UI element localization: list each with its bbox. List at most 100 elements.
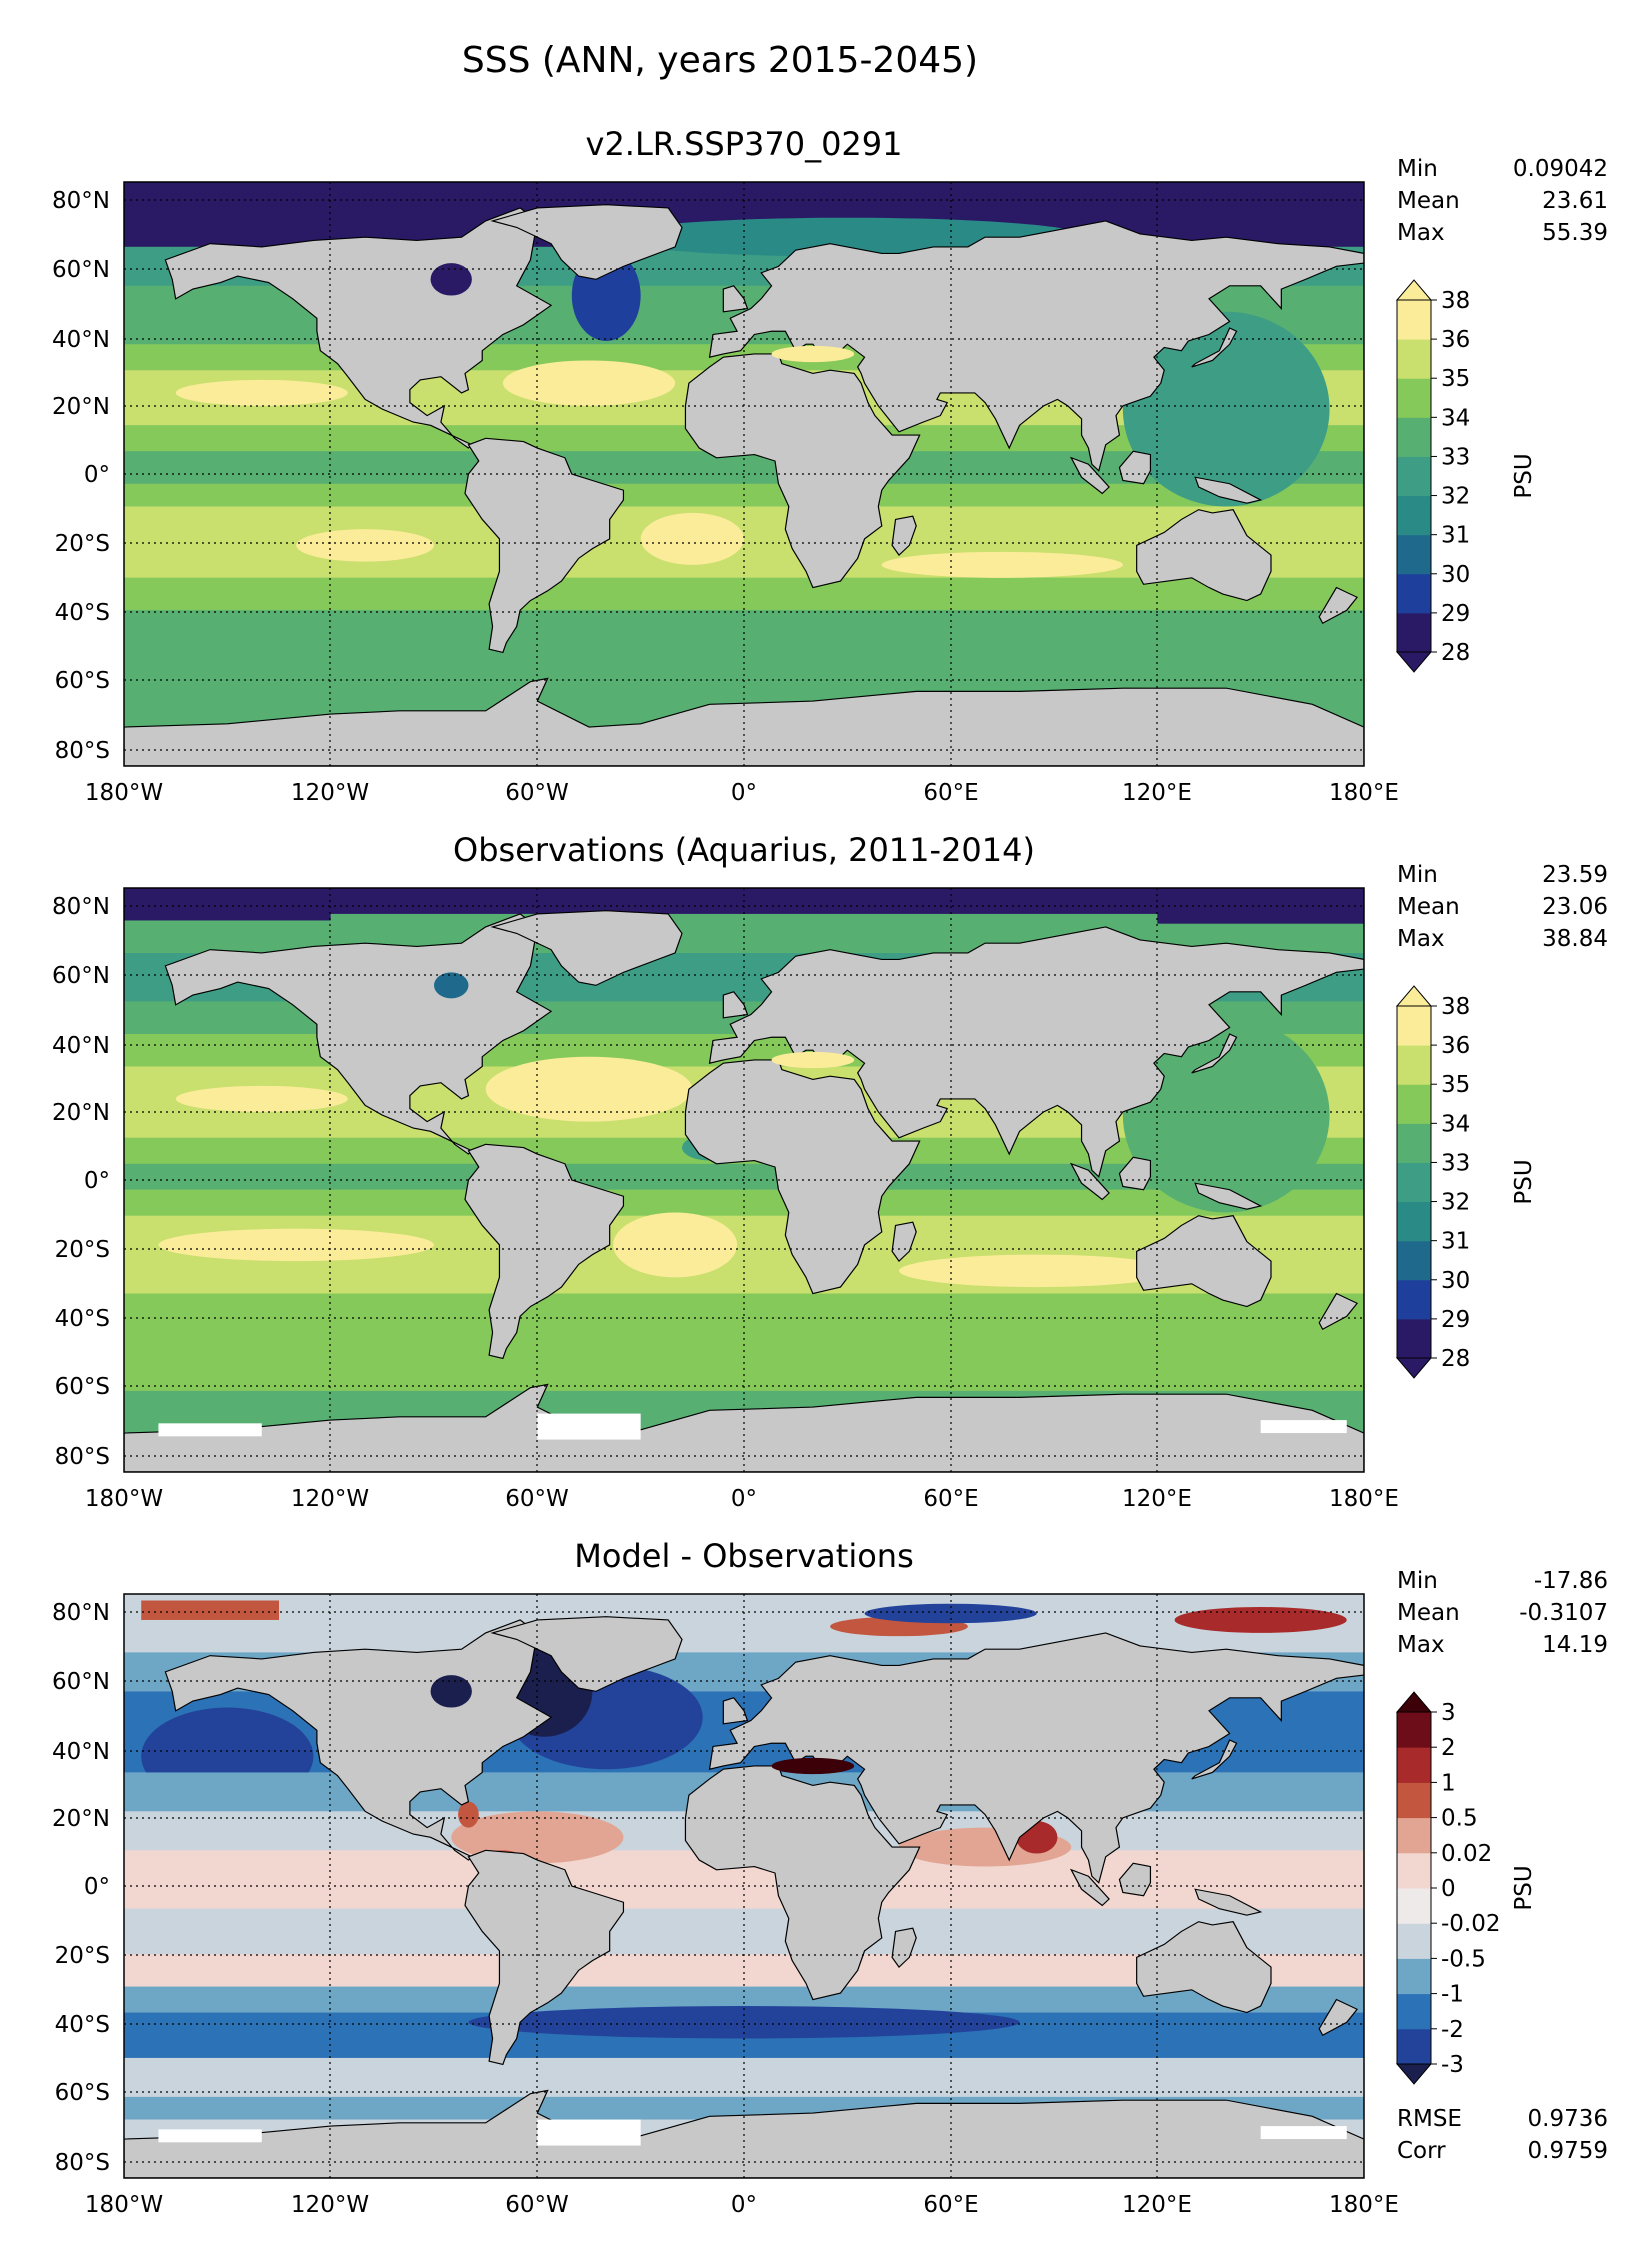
- stat-label: Mean: [1397, 188, 1460, 214]
- lon-tick: 120°E: [1122, 1486, 1192, 1512]
- colorbar-tick-label: -3: [1441, 2052, 1464, 2078]
- colorbar-extend-high: [1395, 985, 1433, 1007]
- colorbar-tick-label: 32: [1441, 1190, 1470, 1216]
- lon-tick: 60°E: [923, 2192, 978, 2218]
- lon-axis-model: 180°W 120°W 60°W 0° 60°E 120°E 180°E: [85, 780, 1399, 806]
- colorbar-tick-label: 33: [1441, 444, 1470, 470]
- lat-tick: 60°S: [55, 1374, 110, 1400]
- colorbar-segment: [1397, 1006, 1431, 1046]
- colorbar-tick-label: 34: [1441, 1111, 1470, 1137]
- colorbar-tick-label: 31: [1441, 1229, 1470, 1255]
- colorbar-segment: [1397, 1993, 1431, 2030]
- lon-tick: 180°E: [1329, 2192, 1399, 2218]
- panel-title-obs: Observations (Aquarius, 2011-2014): [453, 831, 1035, 869]
- map-frame-obs: [123, 887, 1365, 1473]
- lon-tick: 60°E: [923, 780, 978, 806]
- colorbar-tick-label: 38: [1441, 288, 1470, 314]
- colorbar-tick-label: 36: [1441, 327, 1470, 353]
- stat-value: 23.59: [1542, 862, 1608, 888]
- colorbar-segment: [1397, 1888, 1431, 1924]
- lat-tick: 40°N: [52, 1739, 110, 1765]
- colorbar-tick-label: 0: [1441, 1876, 1456, 1902]
- stat-label: Min: [1397, 156, 1438, 182]
- map-frame-diff: [123, 1593, 1365, 2179]
- colorbar-tick-label: -2: [1441, 2017, 1464, 2043]
- lat-tick: 20°N: [52, 394, 110, 420]
- stat-value: 23.61: [1542, 188, 1608, 214]
- gridlines-obs: [124, 888, 1364, 1472]
- metric-label: Corr: [1397, 2138, 1446, 2164]
- lon-tick: 120°E: [1122, 2192, 1192, 2218]
- colorbar-segment: [1397, 456, 1431, 497]
- colorbar-tick-label: 35: [1441, 366, 1470, 392]
- colorbar-tick-label: 3: [1441, 1700, 1456, 1726]
- lat-tick: 20°N: [52, 1806, 110, 1832]
- colorbar-segment: [1397, 378, 1431, 418]
- colorbar-tick-label: 29: [1441, 601, 1470, 627]
- lon-tick: 180°E: [1329, 780, 1399, 806]
- lat-tick: 40°S: [55, 1306, 110, 1332]
- stat-label: Max: [1397, 926, 1445, 952]
- colorbar-diff: -3 -2 -1 -0.5 -0.02 0 0.02 0.5 1 2 3 PSU: [1395, 1691, 1537, 2085]
- colorbar-segment: [1397, 1782, 1431, 1819]
- stat-value: 0.09042: [1513, 156, 1608, 182]
- lon-tick: 120°W: [291, 2192, 369, 2218]
- lat-tick: 60°S: [55, 668, 110, 694]
- colorbar-segment: [1397, 417, 1431, 457]
- lat-tick: 80°N: [52, 188, 110, 214]
- panel-model: v2.LR.SSP370_0291: [52, 125, 1608, 806]
- colorbar-segment: [1397, 1318, 1431, 1359]
- panel-diff: Model - Observations: [52, 1537, 1608, 2218]
- colorbar-extend-high: [1395, 1691, 1433, 1713]
- stat-label: Min: [1397, 1568, 1438, 1594]
- colorbar-segment: [1397, 1747, 1431, 1783]
- figure-title: SSS (ANN, years 2015-2045): [462, 40, 978, 81]
- colorbar-extend-low: [1395, 1357, 1433, 1379]
- colorbar-model: 28 29 30 31 32 33 34 35 36 38 PSU: [1395, 279, 1537, 673]
- colorbar-segment: [1397, 1201, 1431, 1242]
- colorbar-tick-label: 29: [1441, 1307, 1470, 1333]
- metrics-diff: RMSE 0.9736 Corr 0.9759: [1397, 2106, 1608, 2164]
- lat-tick: 80°S: [55, 2150, 110, 2176]
- lon-tick: 120°W: [291, 1486, 369, 1512]
- lat-tick: 60°N: [52, 257, 110, 283]
- stat-value: 55.39: [1542, 220, 1608, 246]
- lat-tick: 40°S: [55, 600, 110, 626]
- colorbar-tick-label: -0.5: [1441, 1946, 1486, 1972]
- lat-tick: 80°N: [52, 894, 110, 920]
- colorbar-segment: [1397, 1712, 1431, 1748]
- colorbar-segment: [1397, 1045, 1431, 1085]
- lon-tick: 180°W: [85, 780, 163, 806]
- lat-tick: 40°S: [55, 2012, 110, 2038]
- colorbar-tick-label: 38: [1441, 994, 1470, 1020]
- colorbar-segment: [1397, 2028, 1431, 2065]
- colorbar-frame: [1396, 299, 1432, 653]
- colorbar-segment: [1397, 612, 1431, 653]
- colorbar-segment: [1397, 1852, 1431, 1889]
- lat-tick: 0°: [84, 1168, 110, 1194]
- lat-tick: 60°N: [52, 1669, 110, 1695]
- stat-label: Min: [1397, 862, 1438, 888]
- stat-label: Max: [1397, 1632, 1445, 1658]
- lon-tick: 120°E: [1122, 780, 1192, 806]
- lat-tick: 0°: [84, 1874, 110, 1900]
- lat-tick: 60°S: [55, 2080, 110, 2106]
- lon-tick: 60°E: [923, 1486, 978, 1512]
- colorbar-segment: [1397, 1240, 1431, 1281]
- colorbar-tick-label: 31: [1441, 523, 1470, 549]
- lon-axis-obs: 180°W 120°W 60°W 0° 60°E 120°E 180°E: [85, 1486, 1399, 1512]
- colorbar-segment: [1397, 339, 1431, 379]
- lon-tick: 60°W: [505, 1486, 569, 1512]
- metric-value: 0.9759: [1528, 2138, 1608, 2164]
- lat-tick: 60°N: [52, 963, 110, 989]
- colorbar-tick-label: 0.5: [1441, 1806, 1478, 1832]
- lon-axis-diff: 180°W 120°W 60°W 0° 60°E 120°E 180°E: [85, 2192, 1399, 2218]
- colorbar-extend-low: [1395, 651, 1433, 673]
- panel-obs: Observations (Aquarius, 2011-2014): [52, 831, 1608, 1512]
- colorbar-segment: [1397, 300, 1431, 340]
- lon-tick: 180°W: [85, 2192, 163, 2218]
- lon-tick: 60°W: [505, 780, 569, 806]
- lon-tick: 0°: [731, 1486, 757, 1512]
- lat-tick: 40°N: [52, 1033, 110, 1059]
